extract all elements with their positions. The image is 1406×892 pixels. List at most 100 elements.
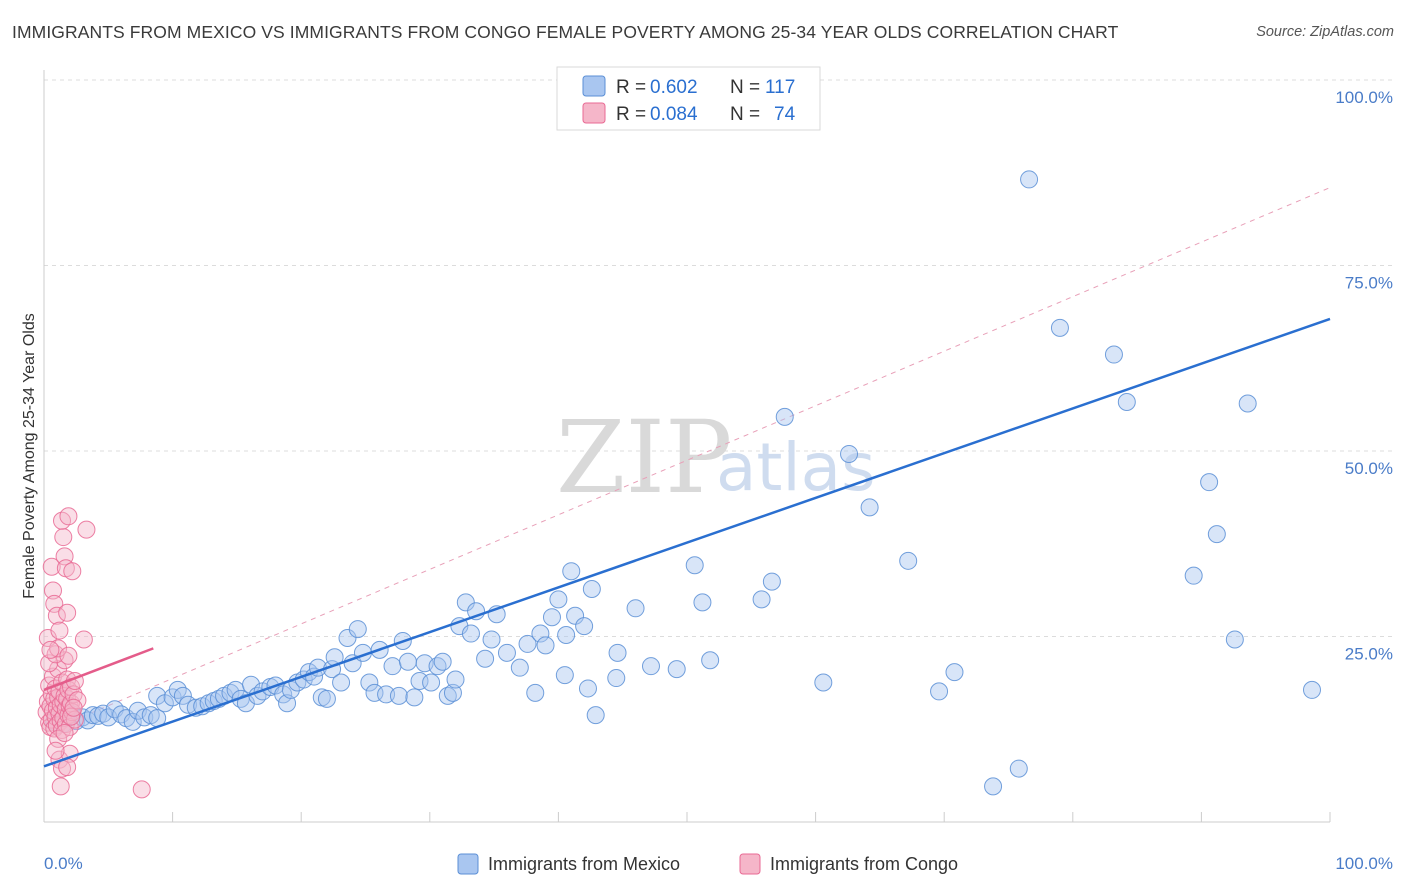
congo-trend-line bbox=[43, 647, 154, 692]
mexico-point-92 bbox=[562, 562, 581, 581]
source-label: Source: ZipAtlas.com bbox=[1256, 24, 1394, 40]
mexico-point-54 bbox=[338, 628, 357, 647]
congo-point-60 bbox=[77, 520, 96, 539]
congo-point-61 bbox=[132, 780, 151, 799]
mexico-point-93 bbox=[566, 606, 585, 625]
congo-point-59 bbox=[74, 630, 93, 649]
mexico-point-98 bbox=[607, 669, 626, 688]
mexico-point-73 bbox=[443, 683, 462, 702]
mexico-point-63 bbox=[389, 686, 408, 705]
mexico-point-97 bbox=[586, 706, 605, 725]
watermark-atlas: atlas bbox=[716, 429, 876, 506]
mexico-point-99 bbox=[608, 643, 627, 662]
mexico-point-109 bbox=[814, 673, 833, 692]
legend-congo-r-label: R = bbox=[616, 104, 646, 125]
mexico-point-103 bbox=[685, 556, 704, 575]
legend-mexico-n-label: N = bbox=[730, 77, 760, 98]
congo-point-69 bbox=[59, 507, 78, 526]
mexico-point-107 bbox=[762, 572, 781, 591]
mexico-point-84 bbox=[518, 634, 537, 653]
mexico-point-108 bbox=[775, 407, 794, 426]
mexico-point-112 bbox=[899, 551, 918, 570]
congo-point-67 bbox=[55, 723, 74, 742]
mexico-point-20 bbox=[148, 686, 167, 705]
congo-point-72 bbox=[41, 640, 60, 659]
legend-mexico-swatch bbox=[582, 75, 606, 97]
y-tick-label-50: 50.0% bbox=[1345, 459, 1393, 478]
legend-congo-n-label: N = bbox=[730, 104, 760, 125]
mexico-point-90 bbox=[555, 666, 574, 685]
mexico-point-100 bbox=[626, 599, 645, 618]
mexico-point-122 bbox=[1200, 473, 1219, 492]
mexico-point-56 bbox=[348, 620, 367, 639]
legend-congo-swatch bbox=[582, 102, 606, 124]
chart-title: IMMIGRANTS FROM MEXICO VS IMMIGRANTS FRO… bbox=[12, 22, 1119, 42]
mexico-point-65 bbox=[398, 652, 417, 671]
gridlines bbox=[44, 79, 1392, 637]
mexico-point-80 bbox=[482, 630, 501, 649]
mexico-point-124 bbox=[1225, 630, 1244, 649]
mexico-point-74 bbox=[446, 670, 465, 689]
mexico-point-53 bbox=[332, 673, 351, 692]
mexico-point-117 bbox=[1020, 170, 1039, 189]
legend-congo-n-value: 74 bbox=[774, 104, 796, 125]
mexico-point-105 bbox=[701, 651, 720, 670]
bottom-legend-mexico-swatch bbox=[457, 853, 479, 875]
correlation-legend: R = 0.602 N = 117 R = 0.084 N = 74 bbox=[556, 66, 821, 131]
congo-point-47 bbox=[49, 639, 68, 658]
congo-point-42 bbox=[42, 557, 61, 576]
legend-mexico-n-value: 117 bbox=[765, 77, 795, 98]
mexico-point-120 bbox=[1117, 393, 1136, 412]
y-tick-label-25: 25.0% bbox=[1345, 645, 1393, 664]
y-tick-labels: 25.0% 50.0% 75.0% 100.0% bbox=[1335, 88, 1393, 664]
congo-point-41 bbox=[40, 654, 59, 673]
x-tick-label-max: 100.0% bbox=[1335, 854, 1393, 873]
x-tick-label-min: 0.0% bbox=[44, 854, 83, 873]
mexico-point-110 bbox=[840, 444, 859, 463]
mexico-point-106 bbox=[752, 590, 771, 609]
mexico-point-114 bbox=[945, 663, 964, 682]
mexico-point-95 bbox=[578, 679, 597, 698]
congo-point-43 bbox=[44, 581, 63, 600]
congo-point-46 bbox=[47, 606, 66, 625]
congo-points bbox=[37, 507, 151, 799]
mexico-point-96 bbox=[582, 580, 601, 599]
mexico-point-58 bbox=[360, 673, 379, 692]
mexico-point-126 bbox=[1302, 680, 1321, 699]
mexico-point-89 bbox=[549, 590, 568, 609]
congo-point-71 bbox=[64, 698, 83, 717]
mexico-point-24 bbox=[173, 686, 192, 705]
mexico-point-7 bbox=[78, 711, 97, 730]
series-legend: Immigrants from Mexico Immigrants from C… bbox=[457, 853, 958, 875]
mexico-point-86 bbox=[531, 624, 550, 643]
mexico-point-50 bbox=[317, 689, 336, 708]
reference-dashed-line bbox=[43, 187, 1331, 734]
y-axis-title: Female Poverty Among 25-34 Year Olds bbox=[21, 313, 38, 599]
mexico-point-69 bbox=[422, 673, 441, 692]
mexico-point-66 bbox=[405, 688, 424, 707]
legend-mexico-r-label: R = bbox=[616, 77, 646, 98]
y-tick-label-75: 75.0% bbox=[1345, 274, 1393, 293]
mexico-point-113 bbox=[930, 682, 949, 701]
congo-point-66 bbox=[46, 741, 65, 760]
watermark-zip: ZIP bbox=[556, 399, 732, 516]
mexico-point-79 bbox=[476, 649, 495, 668]
mexico-point-83 bbox=[510, 658, 529, 677]
bottom-legend-mexico-label: Immigrants from Mexico bbox=[488, 854, 680, 874]
congo-point-17 bbox=[49, 660, 68, 679]
mexico-point-15 bbox=[123, 712, 142, 731]
mexico-point-121 bbox=[1184, 566, 1203, 585]
mexico-point-125 bbox=[1238, 394, 1257, 413]
bottom-legend-congo-label: Immigrants from Congo bbox=[770, 854, 958, 874]
mexico-point-85 bbox=[526, 683, 545, 702]
mexico-point-111 bbox=[860, 498, 879, 517]
mexico-point-119 bbox=[1104, 345, 1123, 364]
mexico-point-104 bbox=[693, 593, 712, 612]
y-tick-label-100: 100.0% bbox=[1335, 88, 1393, 107]
x-axis-ticks bbox=[172, 812, 1331, 822]
mexico-point-115 bbox=[984, 777, 1003, 796]
congo-point-73 bbox=[50, 621, 69, 640]
mexico-point-72 bbox=[438, 686, 457, 705]
mexico-points bbox=[45, 170, 1321, 796]
